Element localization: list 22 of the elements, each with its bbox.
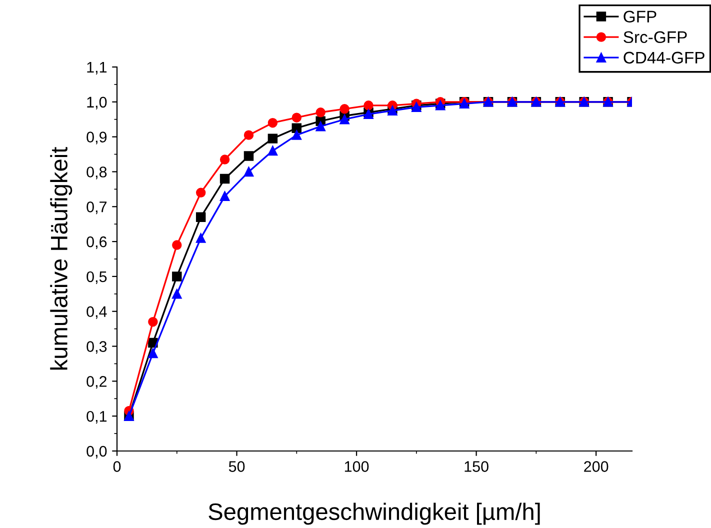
legend-label: GFP (624, 10, 656, 23)
y-tick-label: 0,7 (86, 202, 107, 214)
x-tick-label: 0 (113, 461, 121, 472)
y-tick-label: 0,5 (86, 271, 107, 284)
x-tick-label: 50 (228, 461, 245, 472)
x-tick-label: 200 (584, 461, 608, 472)
y-tick-label: 0,8 (86, 166, 107, 180)
x-tick-label: 100 (344, 461, 369, 472)
y-tick-label: 0,9 (86, 132, 107, 144)
legend-label: Src-GFP (624, 31, 687, 44)
y-tick-label: 0,6 (86, 236, 107, 250)
x-tick-label: 150 (464, 461, 488, 472)
y-tick-label: 1,0 (87, 96, 107, 110)
y-tick-label: 0,4 (86, 306, 107, 319)
y-tick-label: 1,1 (87, 62, 107, 74)
y-tick-label: 0,2 (86, 376, 107, 389)
y-tick-label: 0,0 (86, 446, 107, 458)
y-tick-label: 0,1 (86, 410, 107, 424)
legend-label: CD44-GFP (624, 52, 704, 64)
x-axis-title: Segmentgeschwindigkeit [µm/h] (208, 502, 540, 525)
y-axis-title: kumulative Häufigkeit (50, 146, 72, 370)
y-tick-label: 0,3 (86, 341, 107, 354)
